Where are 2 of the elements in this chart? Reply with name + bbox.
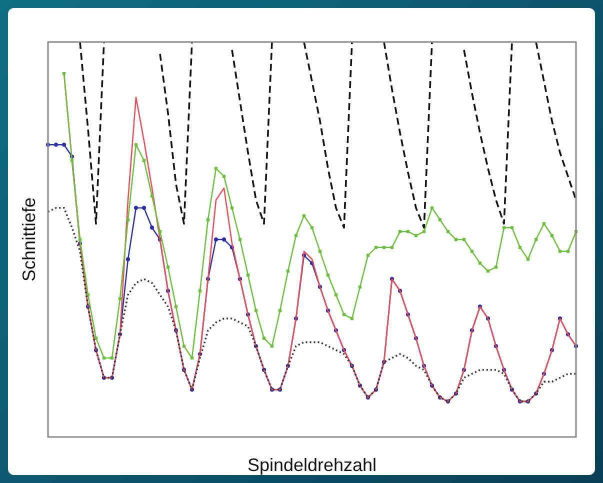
- y-axis-title: Schnittiefe: [18, 197, 39, 282]
- x-axis-title: Spindeldrehzahl: [247, 454, 377, 475]
